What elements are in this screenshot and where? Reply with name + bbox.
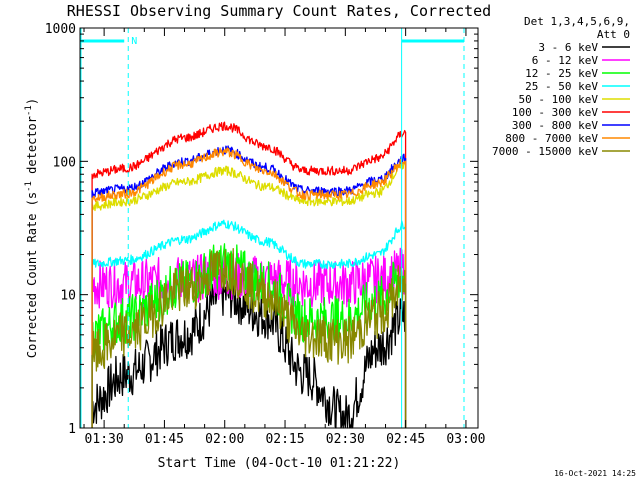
x-tick-label: 03:00 [446,432,485,447]
legend-header-line-2: Att 0 [597,28,630,41]
y-tick-label: 100 [53,155,76,170]
legend-label-7: 300 - 800 keV [512,119,598,132]
x-tick-label: 02:30 [326,432,365,447]
y-tick-label: 1000 [45,22,76,37]
legend-label-3: 12 - 25 keV [525,67,598,80]
legend-label-1: 3 - 6 keV [538,41,598,54]
series-layer [91,121,407,429]
x-tick-label: 02:15 [265,432,304,447]
x-axis-label: Start Time (04-Oct-10 01:21:22) [158,456,401,471]
series-line-5 [91,160,407,428]
legend-label-5: 50 - 100 keV [519,93,599,106]
night-marker-label: N [131,36,137,47]
y-tick-label: 1 [68,422,76,437]
legend-label-2: 6 - 12 keV [532,54,599,67]
series-line-9 [91,248,407,428]
x-tick-label: 01:30 [85,432,124,447]
timestamp-label: 16-Oct-2021 14:25 [554,469,636,478]
x-tick-label: 02:45 [386,432,425,447]
y-axis-label: Corrected Count Rate (s-1 detector-1) [24,98,39,358]
series-line-6 [91,121,407,428]
y-tick-label: 10 [60,289,76,304]
legend-label-8: 800 - 7000 keV [505,132,598,145]
axis-layer: 1 10 100 1000 01:30 01:45 02:00 02:15 02:30 02:45… [45,22,486,447]
series-line-4 [91,219,407,428]
legend-label-6: 100 - 300 keV [512,106,598,119]
legend-label-9: 7000 - 15000 keV [492,145,598,158]
x-tick-label: 01:45 [145,432,184,447]
series-line-8 [91,147,407,428]
legend-label-4: 25 - 50 keV [525,80,598,93]
chart-title: RHESSI Observing Summary Count Rates, Co… [67,2,491,20]
overlay-layer: N [80,28,465,428]
plot-frame [79,27,479,429]
legend-header-line-1: Det 1,3,4,5,6,9, [524,15,630,28]
x-tick-label: 02:00 [205,432,244,447]
